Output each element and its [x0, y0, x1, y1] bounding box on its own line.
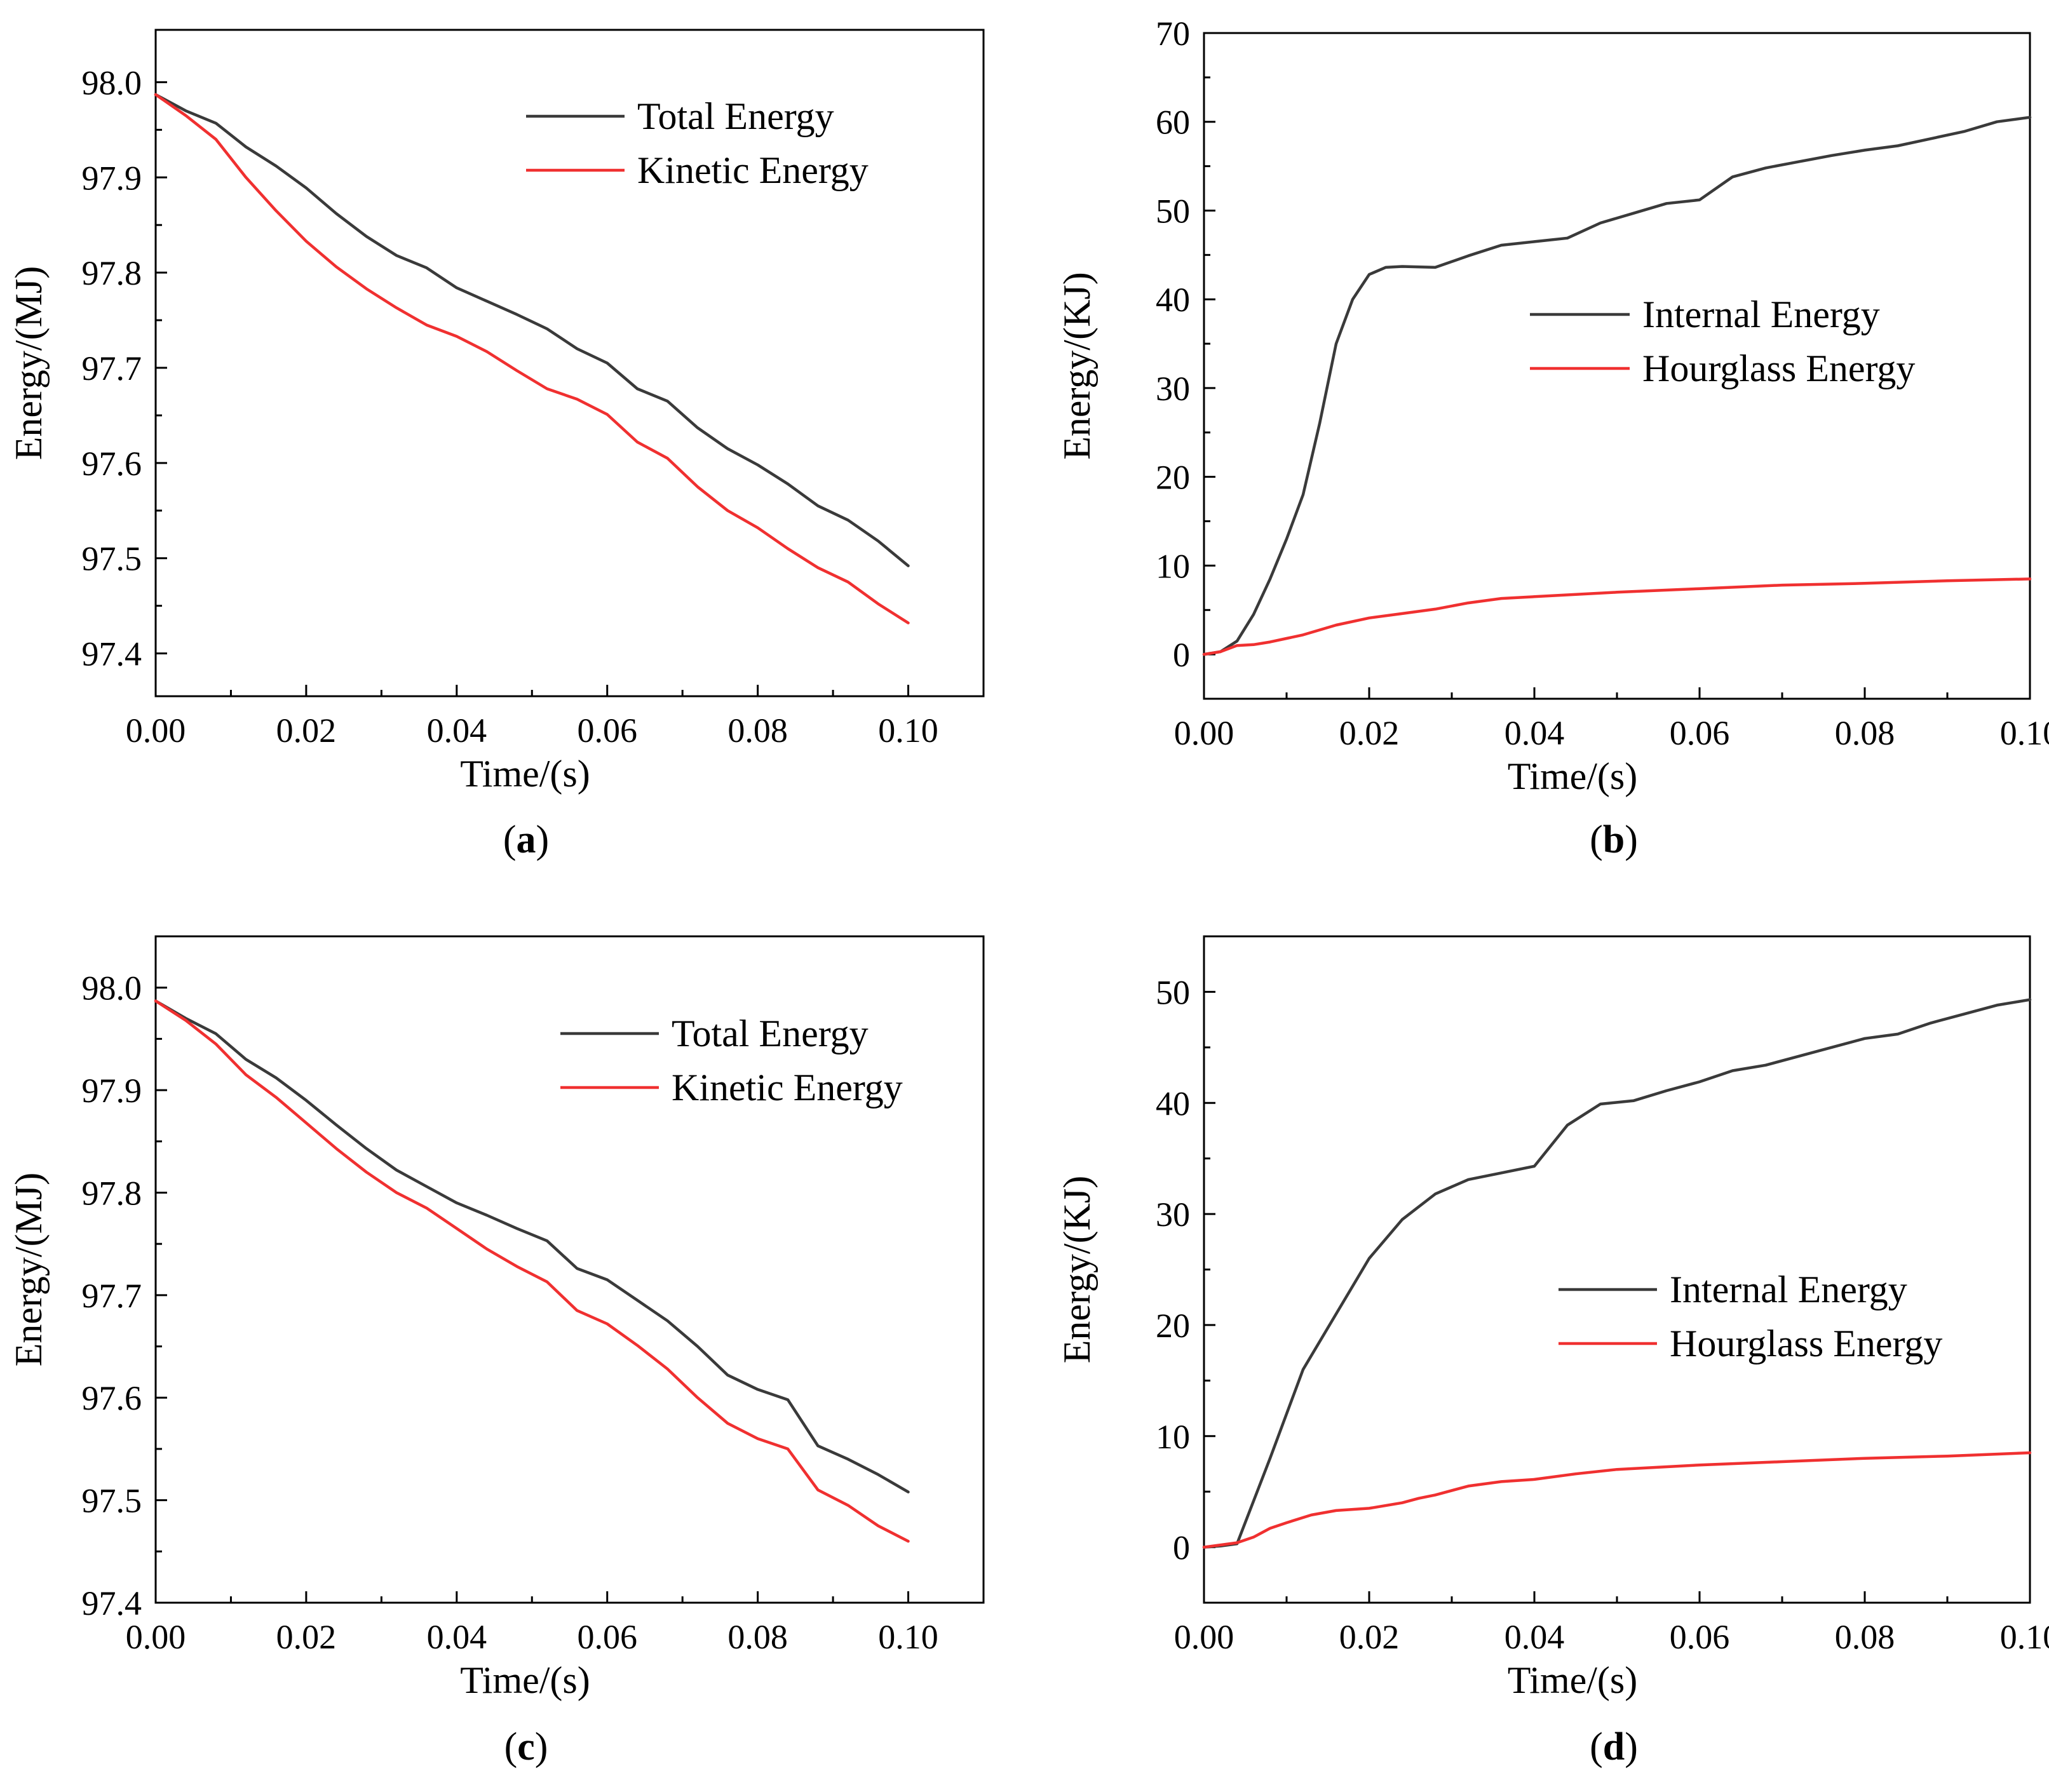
y-tick-label: 40 [1156, 1084, 1190, 1122]
panel-label: (c) [504, 1725, 548, 1768]
x-tick-label: 0.10 [878, 1618, 938, 1656]
x-tick-label: 0.04 [427, 1618, 487, 1656]
x-tick-label: 0.00 [1174, 1618, 1234, 1656]
y-tick-label: 10 [1156, 547, 1190, 585]
y-tick-label: 0 [1173, 636, 1190, 674]
y-tick-label: 97.7 [82, 1277, 142, 1315]
legend-label: Total Energy [637, 95, 834, 137]
legend: Internal Energy Hourglass Energy [1559, 1269, 1942, 1364]
y-tick-label: 40 [1156, 281, 1190, 319]
legend-label: Kinetic Energy [637, 149, 869, 191]
x-tick-label: 0.10 [2000, 714, 2049, 752]
y-tick-label: 97.8 [82, 1174, 142, 1212]
y-tick-label: 97.5 [82, 540, 142, 578]
chart-panel-b: 0.00 0.02 0.04 0.06 0.08 0.10 0 10 20 30 40 50 60 70 T… [1056, 15, 2049, 861]
x-tick-label: 0.00 [1174, 714, 1234, 752]
y-tick-label: 0 [1173, 1529, 1190, 1567]
y-axis-title: Energy/(MJ) [8, 1173, 50, 1367]
plot-frame [154, 935, 985, 1604]
y-tick-label: 98.0 [82, 969, 142, 1007]
legend-label: Internal Energy [1642, 293, 1880, 335]
legend-label: Hourglass Energy [1670, 1323, 1942, 1364]
series-line-internal-energy [1202, 998, 2032, 1549]
y-tick-label: 97.6 [82, 445, 142, 483]
series-line-kinetic-energy [154, 999, 910, 1543]
x-tick-label: 0.02 [276, 1618, 337, 1656]
legend-label: Hourglass Energy [1642, 347, 1915, 389]
plot-frame [154, 29, 985, 697]
x-tick-label: 0.06 [1670, 714, 1730, 752]
x-tick-label: 0.02 [276, 711, 337, 750]
y-tick-label: 97.4 [82, 1584, 142, 1622]
y-tick-label: 20 [1156, 1307, 1190, 1345]
y-tick-label: 30 [1156, 1196, 1190, 1234]
legend: Total Energy Kinetic Energy [526, 95, 869, 191]
legend-label: Kinetic Energy [672, 1067, 903, 1108]
x-tick-label: 0.08 [727, 1618, 788, 1656]
x-tick-label: 0.02 [1339, 1618, 1400, 1656]
series-line-hourglass-energy [1202, 577, 2032, 656]
y-tick-label: 97.4 [82, 635, 142, 673]
chart-panel-c: 0.00 0.02 0.04 0.06 0.08 0.10 97.4 97.5 97.6 97.7… [8, 935, 985, 1768]
chart-panel-a: 0.00 0.02 0.04 0.06 0.08 0.10 97.4 97.5 97.6 97.7… [8, 29, 985, 861]
panel-label: (d) [1590, 1725, 1638, 1768]
x-tick-label: 0.04 [1505, 714, 1565, 752]
y-tick-label: 70 [1156, 15, 1190, 53]
x-tick-label: 0.06 [577, 711, 637, 750]
series-line-kinetic-energy [154, 93, 910, 624]
y-tick-label: 97.9 [82, 159, 142, 197]
y-axis-title: Energy/(KJ) [1056, 1176, 1098, 1364]
legend-label: Total Energy [672, 1013, 869, 1054]
series-line-total-energy [154, 93, 910, 567]
legend: Total Energy Kinetic Energy [560, 1013, 903, 1108]
panel-label: (a) [503, 818, 549, 861]
y-tick-label: 97.7 [82, 349, 142, 387]
x-axis-title: Time/(s) [1508, 1659, 1638, 1701]
x-tick-label: 0.06 [577, 1618, 637, 1656]
legend: Internal Energy Hourglass Energy [1530, 293, 1915, 389]
x-axis-title: Time/(s) [1508, 755, 1638, 797]
y-tick-label: 30 [1156, 370, 1190, 408]
y-tick-label: 97.8 [82, 254, 142, 292]
x-tick-label: 0.10 [878, 711, 938, 750]
y-axis-title: Energy/(KJ) [1056, 272, 1098, 460]
y-tick-label: 97.6 [82, 1379, 142, 1417]
series-line-hourglass-energy [1202, 1451, 2032, 1549]
y-axis-title: Energy/(MJ) [8, 266, 50, 461]
x-tick-label: 0.10 [2000, 1618, 2049, 1656]
x-tick-label: 0.02 [1339, 714, 1400, 752]
y-tick-label: 10 [1156, 1418, 1190, 1456]
y-tick-label: 60 [1156, 104, 1190, 142]
x-tick-label: 0.08 [1835, 714, 1895, 752]
y-tick-label: 50 [1156, 973, 1190, 1011]
x-tick-label: 0.08 [727, 711, 788, 750]
y-tick-label: 97.5 [82, 1482, 142, 1520]
legend-label: Internal Energy [1670, 1269, 1907, 1310]
panel-label: (b) [1590, 818, 1638, 861]
x-axis-title: Time/(s) [460, 1659, 590, 1701]
x-tick-label: 0.04 [427, 711, 487, 750]
series-line-internal-energy [1202, 116, 2032, 656]
series-line-total-energy [154, 999, 910, 1493]
x-tick-label: 0.00 [126, 1618, 186, 1656]
x-tick-label: 0.00 [126, 711, 186, 750]
x-tick-label: 0.08 [1835, 1618, 1895, 1656]
y-tick-label: 98.0 [82, 64, 142, 102]
x-axis-title: Time/(s) [460, 753, 590, 795]
y-tick-label: 50 [1156, 192, 1190, 230]
chart-panel-d: 0.00 0.02 0.04 0.06 0.08 0.10 0 10 20 30 40 50 Time/… [1056, 935, 2049, 1768]
x-tick-label: 0.06 [1670, 1618, 1730, 1656]
x-tick-label: 0.04 [1505, 1618, 1565, 1656]
y-tick-label: 20 [1156, 459, 1190, 497]
y-tick-label: 97.9 [82, 1072, 142, 1110]
